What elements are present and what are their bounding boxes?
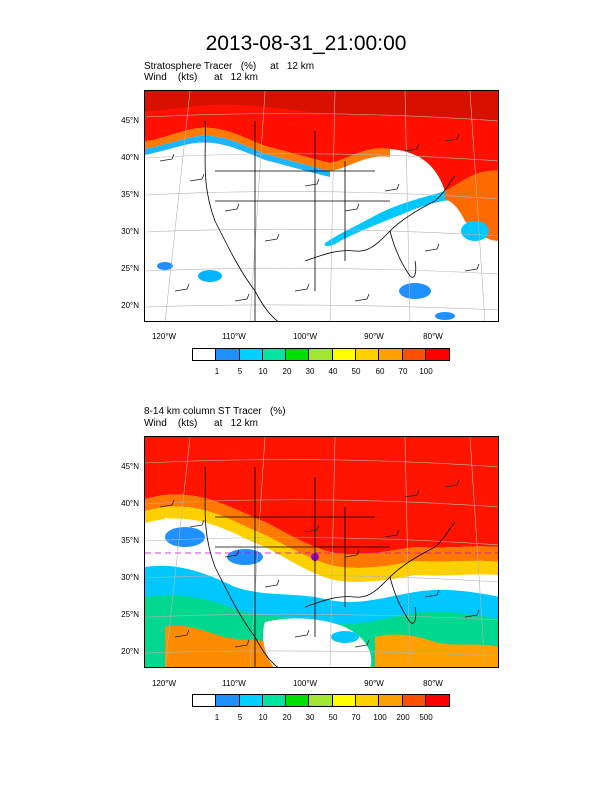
colorbar-box xyxy=(286,695,310,706)
colorbar-box xyxy=(239,349,263,360)
panel1-lat-label: 20°N xyxy=(121,301,139,310)
panel2-colorbar-label: 5 xyxy=(237,713,243,722)
colorbar-box xyxy=(193,695,217,706)
panel2-lon-label: 100°W xyxy=(292,679,318,688)
panel1-colorbar xyxy=(192,348,450,361)
colorbar-box xyxy=(309,349,333,360)
panel2-colorbar-label: 10 xyxy=(258,713,268,722)
panel1-colorbar-label: 1 xyxy=(214,367,220,376)
panel2-lat-label: 20°N xyxy=(121,647,139,656)
panel1-lon-label: 90°W xyxy=(364,332,384,341)
colorbar-box xyxy=(402,695,426,706)
colorbar-box xyxy=(309,695,333,706)
panel2-lon-label: 90°W xyxy=(364,679,384,688)
panel1-lat-label: 45°N xyxy=(121,116,139,125)
panel1-colorbar-label: 50 xyxy=(351,367,361,376)
panel1-lat-label: 25°N xyxy=(121,264,139,273)
colorbar-box xyxy=(355,695,380,706)
panel2-map-graphic xyxy=(145,437,498,667)
panel1-subtitle-line2: Wind (kts) at 12 km xyxy=(144,72,258,83)
colorbar-box xyxy=(402,349,426,360)
panel2-lon-label: 80°W xyxy=(423,679,443,688)
colorbar-box xyxy=(379,349,403,360)
panel1-map xyxy=(144,90,499,322)
panel1-subtitle-line1: Stratosphere Tracer (%) at 12 km xyxy=(144,61,315,72)
colorbar-box xyxy=(355,349,380,360)
panel2-lat-label: 30°N xyxy=(121,573,139,582)
panel2-colorbar-label: 500 xyxy=(419,713,433,722)
colorbar-box xyxy=(425,695,449,706)
panel2-colorbar-label: 20 xyxy=(282,713,292,722)
panel1-lon-label: 100°W xyxy=(292,332,318,341)
panel1-lon-label: 80°W xyxy=(423,332,443,341)
panel2-colorbar-label: 70 xyxy=(351,713,361,722)
colorbar-box xyxy=(262,349,287,360)
panel1-colorbar-label: 100 xyxy=(419,367,433,376)
panel1-colorbar-label: 30 xyxy=(305,367,315,376)
panel1-colorbar-label: 40 xyxy=(328,367,338,376)
panel2-lat-label: 25°N xyxy=(121,610,139,619)
panel1-lat-label: 35°N xyxy=(121,190,139,199)
colorbar-box xyxy=(262,695,287,706)
panel2-colorbar-label: 30 xyxy=(305,713,315,722)
colorbar-box xyxy=(193,349,217,360)
panel1-colorbar-label: 5 xyxy=(237,367,243,376)
colorbar-box xyxy=(332,695,356,706)
colorbar-box xyxy=(216,695,240,706)
panel1-lon-label: 110°W xyxy=(222,332,246,341)
colorbar-box xyxy=(379,695,403,706)
panel2-lat-label: 40°N xyxy=(121,499,139,508)
panel2-lon-label: 120°W xyxy=(151,679,177,688)
colorbar-box xyxy=(286,349,310,360)
panel2-subtitle-line2: Wind (kts) at 12 km xyxy=(144,418,258,429)
panel1-lat-label: 30°N xyxy=(121,227,139,236)
panel1-colorbar-label: 60 xyxy=(375,367,385,376)
panel1-colorbar-label: 20 xyxy=(282,367,292,376)
panel2-map xyxy=(144,436,499,668)
panel2-lon-label: 110°W xyxy=(222,679,246,688)
panel1-colorbar-label: 10 xyxy=(258,367,268,376)
panel2-colorbar-label: 50 xyxy=(328,713,338,722)
panel1-map-graphic xyxy=(145,91,498,321)
panel2-colorbar-label: 100 xyxy=(373,713,387,722)
panel2-lat-label: 45°N xyxy=(121,462,139,471)
panel2-subtitle-line1: 8-14 km column ST Tracer (%) xyxy=(144,406,286,417)
colorbar-box xyxy=(425,349,449,360)
panel1-lon-label: 120°W xyxy=(151,332,177,341)
panel2-colorbar-label: 200 xyxy=(396,713,410,722)
panel2-colorbar-label: 1 xyxy=(214,713,220,722)
panel2-lat-label: 35°N xyxy=(121,536,139,545)
colorbar-box xyxy=(239,695,263,706)
panel1-colorbar-label: 70 xyxy=(398,367,408,376)
colorbar-box xyxy=(332,349,356,360)
panel2-colorbar xyxy=(192,694,450,707)
panel1-lat-label: 40°N xyxy=(121,153,139,162)
colorbar-box xyxy=(216,349,240,360)
main-title: 2013-08-31_21:00:00 xyxy=(205,32,407,55)
